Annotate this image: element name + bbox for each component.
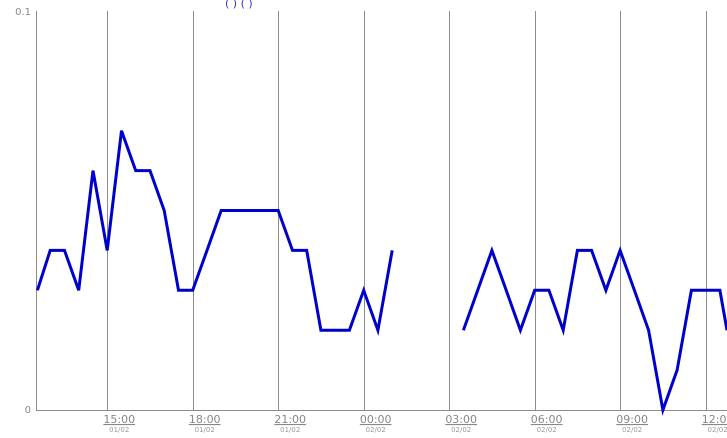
series-line [35,130,394,337]
x-tick-label: 12:00 [702,413,727,426]
x-axis-ticks: 15:0001/0218:0001/0221:0001/0200:0002/02… [103,413,727,434]
x-tick-label: 18:00 [189,413,221,426]
x-tick-label: 15:00 [103,413,135,426]
x-tick-date: 02/02 [708,426,727,434]
gridlines [107,11,707,410]
x-tick-label: 00:00 [360,413,392,426]
x-tick-date: 01/02 [109,426,129,434]
y-axis-ticks: 00.1 [15,7,31,416]
x-tick-date: 01/02 [280,426,300,434]
y-tick-label: 0.1 [15,7,31,18]
x-tick-date: 02/02 [537,426,557,434]
x-tick-date: 02/02 [622,426,642,434]
x-tick-label: 09:00 [616,413,648,426]
x-tick-date: 02/02 [366,426,386,434]
y-tick-label: 0 [25,405,31,416]
chart-title: ( ) ( ) [225,0,253,10]
series-layer [35,130,727,416]
series-line [461,245,727,416]
x-tick-label: 03:00 [445,413,477,426]
x-tick-date: 02/02 [451,426,471,434]
axes [36,11,727,411]
x-tick-label: 21:00 [274,413,306,426]
x-tick-date: 01/02 [195,426,215,434]
x-tick-label: 06:00 [531,413,563,426]
